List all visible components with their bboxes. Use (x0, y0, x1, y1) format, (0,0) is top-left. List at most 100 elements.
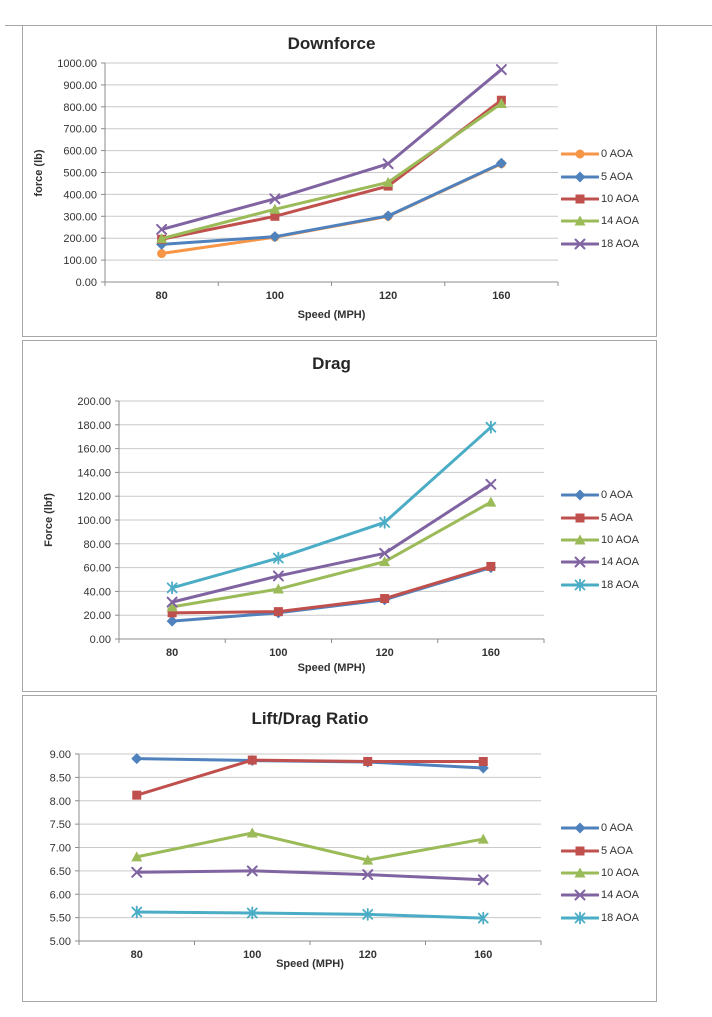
y-tick-label: 500.00 (63, 168, 97, 180)
asterisk-marker-icon (561, 911, 599, 925)
legend-label: 14 AOA (601, 215, 639, 228)
chart-title: Drag (312, 354, 351, 373)
x-tick-label: 100 (243, 949, 261, 961)
square-marker-icon (561, 846, 599, 856)
series-0-aoa (131, 753, 489, 774)
legend-item-0-aoa: 0 AOA (561, 484, 639, 506)
plot-area: 200.00 180.00 160.00 140.00 120.00 100.00 80.0… (77, 396, 545, 659)
y-tick-label: 600.00 (63, 146, 97, 158)
legend-label: 0 AOA (601, 489, 633, 502)
legend-item-14-aoa: 14 AOA (561, 210, 639, 232)
y-tick-label: 900.00 (63, 80, 97, 92)
triangle-marker-icon (561, 534, 599, 545)
asterisk-marker-icon (561, 578, 599, 592)
y-tick-label: 6.00 (50, 889, 71, 901)
series-10-aoa (157, 95, 506, 244)
series-10-aoa (166, 496, 497, 612)
legend-item-14-aoa: 14 AOA (561, 884, 639, 906)
y-tick-label: 200.00 (63, 233, 97, 245)
legend-label: 0 AOA (601, 148, 633, 161)
y-tick-label: 800.00 (63, 102, 97, 114)
y-tick-label: 100.00 (77, 515, 111, 527)
legend-item-5-aoa: 5 AOA (561, 165, 639, 187)
legend: 0 AOA 5 AOA 10 AOA 14 AOA 18 AOA (561, 484, 639, 596)
y-tick-label: 8.50 (50, 772, 71, 784)
legend-item-18-aoa: 18 AOA (561, 233, 639, 255)
legend-item-10-aoa: 10 AOA (561, 188, 639, 210)
plot-area: 1000.00 900.00 800.00 700.00 600.00 500.00 400… (57, 58, 559, 302)
x-tick-label: 100 (266, 290, 284, 302)
series-14-aoa (156, 98, 507, 244)
y-tick-label: 5.50 (50, 913, 71, 925)
legend-item-5-aoa: 5 AOA (561, 839, 639, 861)
diamond-marker-icon (561, 489, 599, 501)
legend-label: 10 AOA (601, 192, 639, 205)
y-tick-label: 60.00 (83, 563, 111, 575)
x-marker-icon (561, 556, 599, 568)
chart-title: Lift/Drag Ratio (251, 709, 369, 728)
legend-label: 18 AOA (601, 578, 639, 591)
legend-label: 18 AOA (601, 911, 639, 924)
legend-label: 10 AOA (601, 533, 639, 546)
y-tick-label: 700.00 (63, 124, 97, 136)
triangle-marker-icon (561, 867, 599, 878)
diamond-marker-icon (561, 822, 599, 834)
y-tick-label: 0.00 (90, 634, 111, 646)
legend-item-14-aoa: 14 AOA (561, 551, 639, 573)
legend: 0 AOA 5 AOA 10 AOA 14 AOA 18 AOA (561, 817, 639, 929)
x-tick-label: 80 (156, 290, 168, 302)
legend: 0 AOA 5 AOA 10 AOA 14 AOA 18 AOA (561, 143, 639, 255)
legend-label: 18 AOA (601, 237, 639, 250)
legend-item-0-aoa: 0 AOA (561, 143, 639, 165)
x-axis-title: Speed (MPH) (276, 958, 344, 970)
x-marker-icon (561, 889, 599, 901)
series-14-aoa (166, 478, 497, 608)
diamond-marker-icon (561, 171, 599, 183)
legend-label: 5 AOA (601, 511, 633, 524)
chart-title: Downforce (287, 34, 376, 53)
y-tick-label: 400.00 (63, 189, 97, 201)
y-tick-label: 20.00 (83, 610, 111, 622)
x-tick-label: 80 (131, 949, 143, 961)
circle-marker-icon (561, 149, 599, 159)
y-tick-label: 120.00 (77, 491, 111, 503)
y-tick-label: 7.00 (50, 843, 71, 855)
legend-label: 10 AOA (601, 866, 639, 879)
legend-label: 14 AOA (601, 889, 639, 902)
series-10-aoa (131, 827, 489, 865)
series-18-aoa (131, 905, 489, 925)
y-tick-label: 1000.00 (57, 58, 97, 70)
legend-item-10-aoa: 10 AOA (561, 529, 639, 551)
y-tick-label: 160.00 (77, 444, 111, 456)
x-axis-title: Speed (MPH) (297, 309, 366, 321)
x-tick-label: 160 (474, 949, 492, 961)
y-tick-label: 40.00 (83, 586, 111, 598)
series-18-aoa (166, 420, 497, 595)
y-tick-label: 180.00 (77, 420, 111, 432)
y-tick-label: 6.50 (50, 866, 71, 878)
y-tick-label: 9.00 (50, 749, 71, 761)
y-tick-label: 100.00 (63, 255, 97, 267)
x-tick-label: 120 (359, 949, 377, 961)
series-0-aoa (157, 159, 506, 259)
x-axis-title: Speed (MPH) (297, 662, 366, 674)
x-tick-label: 160 (482, 647, 500, 659)
y-tick-label: 7.50 (50, 819, 71, 831)
series-5-aoa (156, 157, 507, 250)
y-tick-label: 200.00 (77, 396, 111, 408)
y-tick-label: 140.00 (77, 467, 111, 479)
series-14-aoa (131, 865, 489, 886)
legend-item-18-aoa: 18 AOA (561, 907, 639, 929)
series-0-aoa (166, 562, 497, 627)
series-5-aoa (167, 561, 496, 618)
legend-item-10-aoa: 10 AOA (561, 862, 639, 884)
square-marker-icon (561, 513, 599, 523)
plot-area: 9.00 8.50 8.00 7.50 7.00 6.50 6.00 5.50 5.00 80 10… (50, 749, 542, 961)
x-tick-label: 100 (269, 647, 287, 659)
chart-downforce: Downforce force (lb) 1000.00 900.00 800.00… (22, 25, 657, 337)
legend-label: 14 AOA (601, 556, 639, 569)
series-5-aoa (132, 755, 488, 800)
y-tick-label: 5.00 (50, 936, 71, 948)
legend-label: 5 AOA (601, 844, 633, 857)
